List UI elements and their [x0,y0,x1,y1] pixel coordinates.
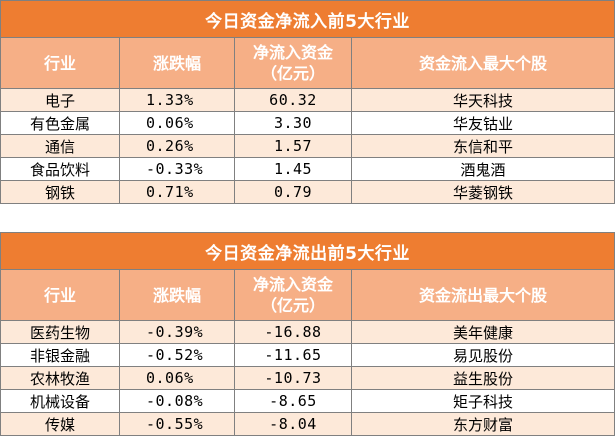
inflow-header-change: 涨跌幅 [119,37,235,89]
outflow-row-net: -8.04 [234,412,352,436]
inflow-row-stock: 华天科技 [350,88,615,112]
inflow-table: 今日资金净流入前5大行业 行业 涨跌幅 净流入资金 （亿元） 资金流入最大个股 … [0,0,615,204]
inflow-row-net: 60.32 [234,88,352,112]
inflow-row-change: -0.33% [119,157,235,181]
inflow-row-industry: 电子 [0,88,120,112]
inflow-row-change: 1.33% [119,88,235,112]
outflow-row-change: -0.52% [119,343,235,367]
outflow-row-stock: 矩子科技 [350,389,615,413]
outflow-row-net: -16.88 [234,320,352,344]
outflow-row-net: -10.73 [234,366,352,390]
outflow-row-change: -0.39% [119,320,235,344]
outflow-header-change: 涨跌幅 [119,269,235,321]
outflow-row-stock: 益生股份 [350,366,615,390]
outflow-header-industry: 行业 [0,269,120,321]
inflow-row-net: 1.57 [234,134,352,158]
outflow-row-industry: 医药生物 [0,320,120,344]
inflow-row-stock: 东信和平 [350,134,615,158]
outflow-header-net-line1: 净流入资金 [252,275,333,294]
inflow-header-net-line2: （亿元） [260,64,325,83]
outflow-row-industry: 传媒 [0,412,120,436]
inflow-row: 电子 1.33% 60.32 华天科技 [0,88,615,112]
inflow-row: 有色金属 0.06% 3.30 华友钴业 [0,111,615,135]
inflow-row-industry: 通信 [0,134,120,158]
outflow-row: 医药生物 -0.39% -16.88 美年健康 [0,320,615,344]
inflow-row-change: 0.26% [119,134,235,158]
inflow-row-change: 0.71% [119,180,235,204]
inflow-row-industry: 钢铁 [0,180,120,204]
inflow-row-stock: 华菱钢铁 [350,180,615,204]
outflow-row-stock: 易见股份 [350,343,615,367]
outflow-row-change: -0.55% [119,412,235,436]
outflow-row: 农林牧渔 0.06% -10.73 益生股份 [0,366,615,390]
outflow-row-stock: 东方财富 [350,412,615,436]
outflow-row-industry: 农林牧渔 [0,366,120,390]
outflow-row-stock: 美年健康 [350,320,615,344]
outflow-table-title: 今日资金净流出前5大行业 [0,232,615,270]
inflow-row-stock: 酒鬼酒 [350,157,615,181]
outflow-row-industry: 非银金融 [0,343,120,367]
outflow-header-top-stock: 资金流出最大个股 [350,269,615,321]
inflow-row-net: 0.79 [234,180,352,204]
inflow-table-title: 今日资金净流入前5大行业 [0,0,615,38]
outflow-row-change: -0.08% [119,389,235,413]
inflow-row-change: 0.06% [119,111,235,135]
outflow-row-change: 0.06% [119,366,235,390]
outflow-row-net: -8.65 [234,389,352,413]
outflow-row-industry: 机械设备 [0,389,120,413]
inflow-row-stock: 华友钴业 [350,111,615,135]
inflow-row-net: 3.30 [234,111,352,135]
inflow-header-top-stock: 资金流入最大个股 [350,37,615,89]
inflow-row: 钢铁 0.71% 0.79 华菱钢铁 [0,180,615,204]
inflow-row: 通信 0.26% 1.57 东信和平 [0,134,615,158]
outflow-row: 传媒 -0.55% -8.04 东方财富 [0,412,615,436]
inflow-row: 食品饮料 -0.33% 1.45 酒鬼酒 [0,157,615,181]
outflow-row: 机械设备 -0.08% -8.65 矩子科技 [0,389,615,413]
outflow-table: 今日资金净流出前5大行业 行业 涨跌幅 净流入资金 （亿元） 资金流出最大个股 … [0,232,615,436]
outflow-row-net: -11.65 [234,343,352,367]
inflow-row-industry: 食品饮料 [0,157,120,181]
inflow-header-net: 净流入资金 （亿元） [234,37,352,89]
inflow-row-industry: 有色金属 [0,111,120,135]
outflow-header-net-line2: （亿元） [260,296,325,315]
inflow-header-net-line1: 净流入资金 [252,43,333,62]
outflow-row: 非银金融 -0.52% -11.65 易见股份 [0,343,615,367]
inflow-header-industry: 行业 [0,37,120,89]
inflow-row-net: 1.45 [234,157,352,181]
outflow-header-net: 净流入资金 （亿元） [234,269,352,321]
